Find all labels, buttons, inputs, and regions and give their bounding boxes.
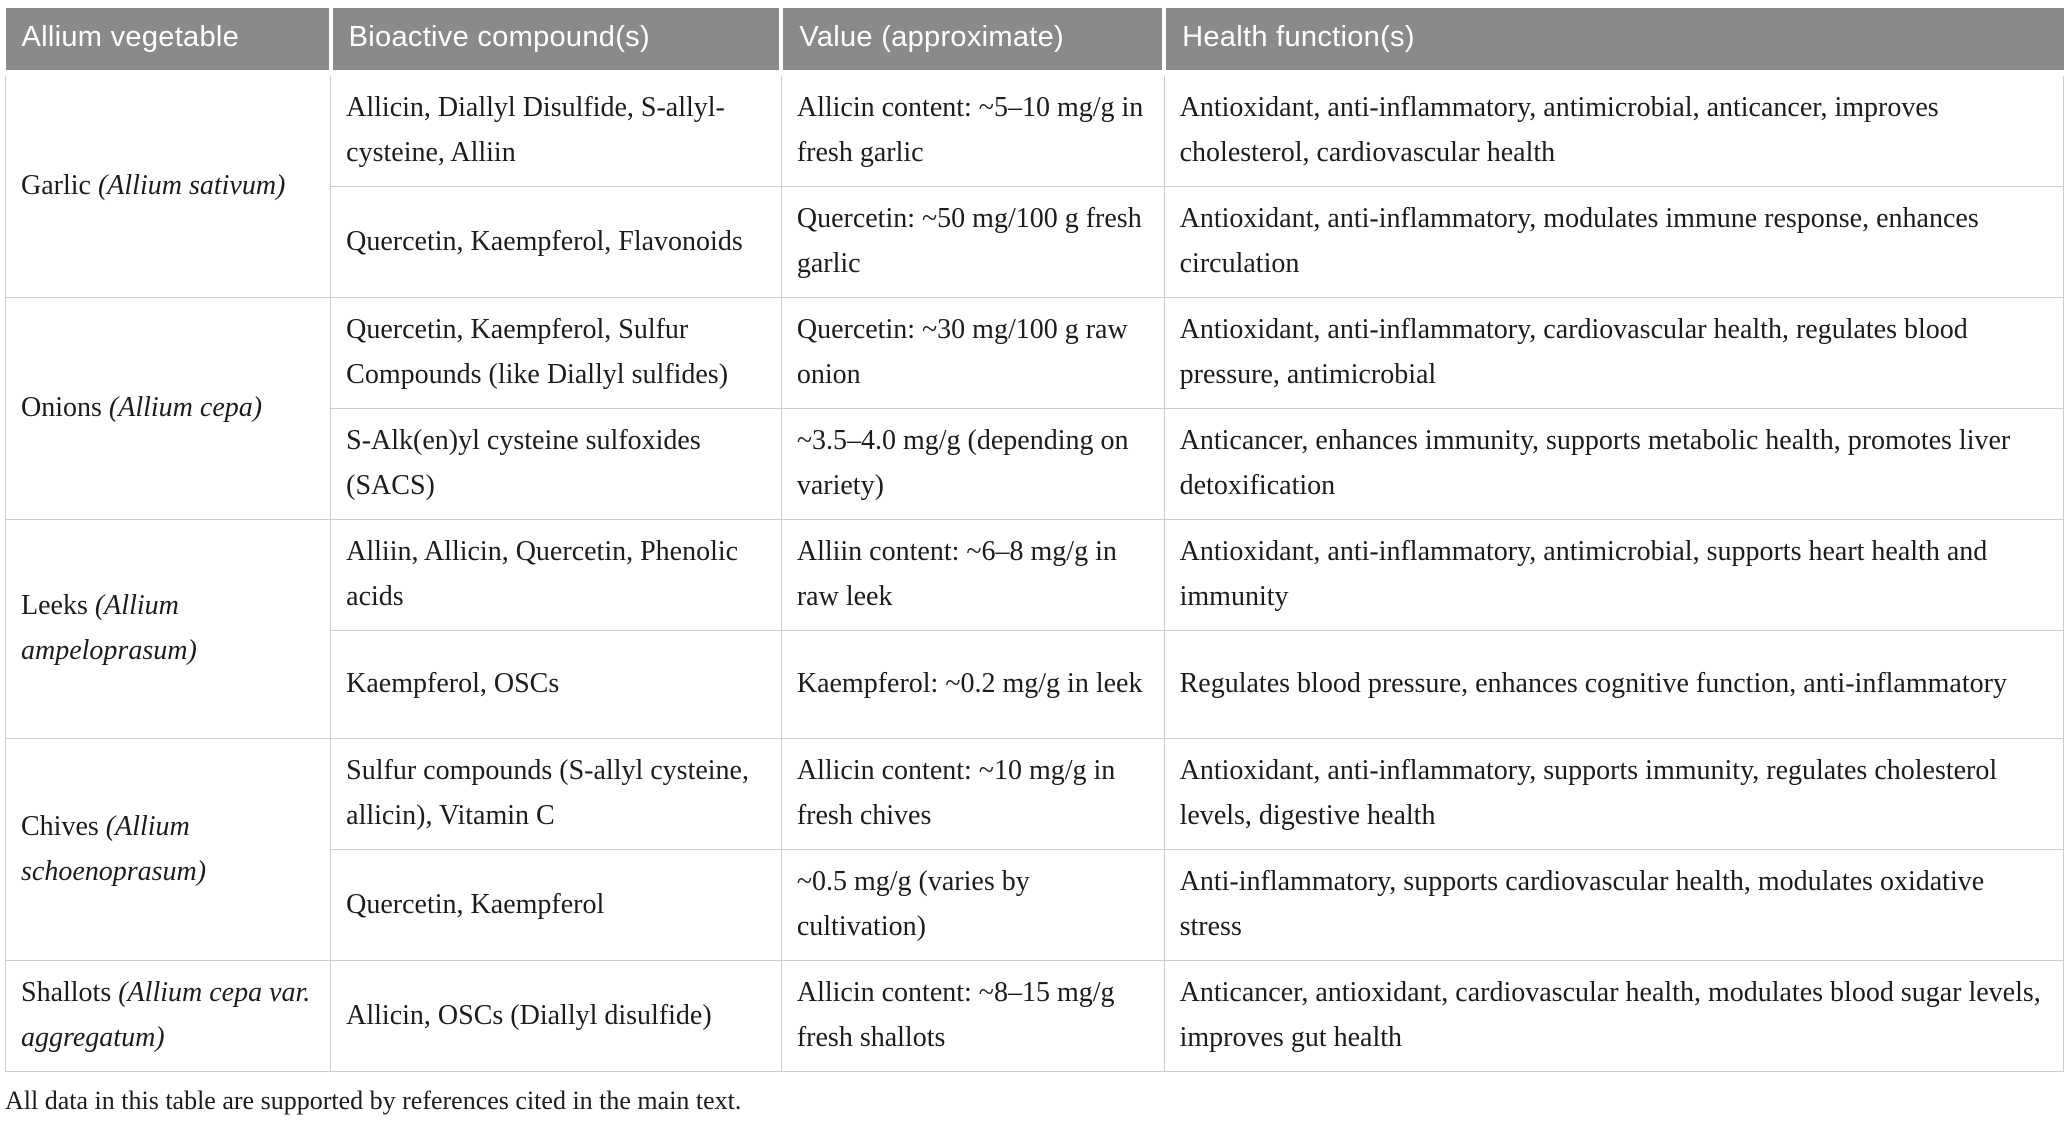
column-header-health-functions: Health function(s) xyxy=(1162,8,2064,76)
compounds-cell: Allicin, Diallyl Disulfide, S-allyl-cyst… xyxy=(330,72,782,187)
compounds-cell: Alliin, Allicin, Quercetin, Phenolic aci… xyxy=(330,519,782,631)
functions-cell: Anticancer, antioxidant, cardiovascular … xyxy=(1163,960,2065,1072)
value-cell: ~0.5 mg/g (varies by cultivation) xyxy=(780,849,1165,961)
table-footnote: All data in this table are supported by … xyxy=(5,1086,742,1115)
table-row: S-Alk(en)yl cysteine sulfoxides (SACS) ~… xyxy=(6,408,2065,520)
value-cell: Quercetin: ~50 mg/100 g fresh garlic xyxy=(780,186,1165,298)
header-row: Allium vegetable Bioactive compound(s) V… xyxy=(5,8,2064,76)
column-header-bioactive-compounds: Bioactive compound(s) xyxy=(328,8,782,76)
table-row: Quercetin, Kaempferol, Flavonoids Querce… xyxy=(6,186,2065,298)
value-cell: ~3.5–4.0 mg/g (depending on variety) xyxy=(780,408,1165,520)
functions-cell: Regulates blood pressure, enhances cogni… xyxy=(1163,630,2065,739)
vegetable-species-name: (Allium cepa) xyxy=(108,392,263,423)
functions-cell: Anti-inflammatory, supports cardiovascul… xyxy=(1163,849,2065,961)
table-row: Garlic (Allium sativum) Allicin, Diallyl… xyxy=(4,72,2065,298)
vegetable-common-name: Shallots xyxy=(21,977,112,1008)
value-cell: Allicin content: ~10 mg/g in fresh chive… xyxy=(780,738,1165,850)
vegetable-species-name: (Allium sativum) xyxy=(97,170,286,201)
compounds-cell: S-Alk(en)yl cysteine sulfoxides (SACS) xyxy=(330,408,782,520)
table-row: Kaempferol, OSCs Kaempferol: ~0.2 mg/g i… xyxy=(6,630,2065,739)
value-cell: Quercetin: ~30 mg/100 g raw onion xyxy=(780,297,1165,409)
compounds-cell: Quercetin, Kaempferol xyxy=(330,849,782,961)
vegetable-common-name: Leeks xyxy=(21,590,88,621)
value-cell: Alliin content: ~6–8 mg/g in raw leek xyxy=(780,519,1165,631)
vegetable-cell-chives: Chives (Allium schoenoprasum) xyxy=(4,738,332,961)
value-cell: Allicin content: ~8–15 mg/g fresh shallo… xyxy=(780,960,1165,1072)
table-row: Leeks (Allium ampeloprasum) Alliin, Alli… xyxy=(4,519,2065,739)
value-cell: Allicin content: ~5–10 mg/g in fresh gar… xyxy=(780,72,1165,187)
vegetable-species-name: (Allium ampeloprasum) xyxy=(21,590,197,666)
table-row: Chives (Allium schoenoprasum) Sulfur com… xyxy=(4,738,2065,961)
compounds-cell: Quercetin, Kaempferol, Sulfur Compounds … xyxy=(330,297,782,409)
table-row: Shallots (Allium cepa var. aggregatum) A… xyxy=(4,960,2065,1072)
column-header-allium-vegetable: Allium vegetable xyxy=(5,8,331,76)
functions-cell: Antioxidant, anti-inflammatory, cardiova… xyxy=(1163,297,2065,409)
value-cell: Kaempferol: ~0.2 mg/g in leek xyxy=(780,630,1165,739)
vegetable-cell-onions: Onions (Allium cepa) xyxy=(4,297,332,520)
functions-cell: Antioxidant, anti-inflammatory, supports… xyxy=(1163,738,2065,850)
compounds-cell: Kaempferol, OSCs xyxy=(330,630,782,739)
functions-cell: Anticancer, enhances immunity, supports … xyxy=(1163,408,2065,520)
functions-cell: Antioxidant, anti-inflammatory, antimicr… xyxy=(1163,519,2065,631)
compounds-cell: Sulfur compounds (S-allyl cysteine, alli… xyxy=(330,738,782,850)
table-row: Onions (Allium cepa) Quercetin, Kaempfer… xyxy=(4,297,2065,520)
functions-cell: Antioxidant, anti-inflammatory, antimicr… xyxy=(1163,72,2065,187)
vegetable-species-name: (Allium cepa var. aggregatum) xyxy=(21,977,311,1053)
vegetable-cell-leeks: Leeks (Allium ampeloprasum) xyxy=(4,519,332,739)
table-header: Allium vegetable Bioactive compound(s) V… xyxy=(5,8,2064,76)
vegetable-common-name: Onions xyxy=(21,392,102,423)
vegetable-common-name: Chives xyxy=(21,810,99,842)
compounds-cell: Allicin, OSCs (Diallyl disulfide) xyxy=(330,960,782,1072)
column-header-value-approximate: Value (approximate) xyxy=(779,8,1165,76)
compounds-cell: Quercetin, Kaempferol, Flavonoids xyxy=(330,186,782,298)
table-row: Quercetin, Kaempferol ~0.5 mg/g (varies … xyxy=(6,849,2065,961)
vegetable-common-name: Garlic xyxy=(21,170,91,201)
vegetable-cell-shallots: Shallots (Allium cepa var. aggregatum) xyxy=(4,960,332,1072)
functions-cell: Antioxidant, anti-inflammatory, modulate… xyxy=(1163,186,2065,298)
vegetable-cell-garlic: Garlic (Allium sativum) xyxy=(4,72,332,298)
allium-vegetables-table: Allium vegetable Bioactive compound(s) V… xyxy=(4,8,2065,1072)
vegetable-species-name: (Allium schoenoprasum) xyxy=(21,810,207,887)
